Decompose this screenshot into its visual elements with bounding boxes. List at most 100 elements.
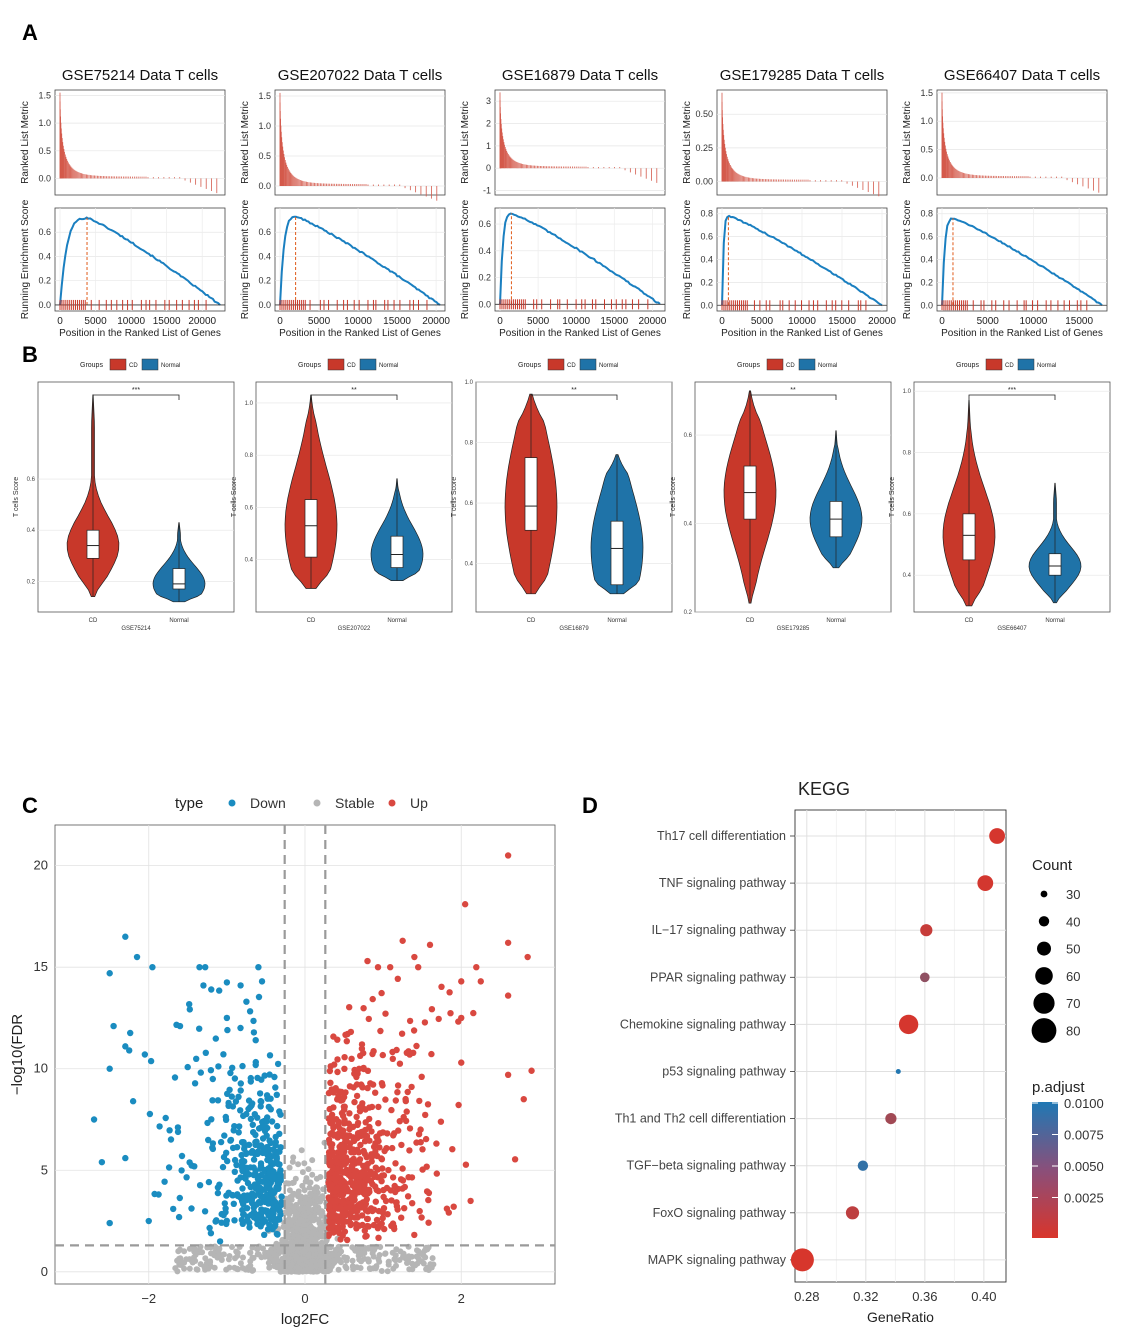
- stable-point: [299, 1182, 306, 1189]
- metric-tick-label: 3: [486, 96, 491, 106]
- stable-point: [282, 1209, 289, 1216]
- up-point: [428, 1006, 436, 1013]
- es-curve: [59, 216, 221, 306]
- stable-point: [299, 1227, 306, 1234]
- up-point: [370, 1221, 378, 1229]
- stable-point: [298, 1256, 305, 1263]
- up-point: [325, 1089, 333, 1097]
- metric-frame: [54, 89, 226, 196]
- up-point: [360, 1005, 367, 1012]
- up-point: [504, 852, 512, 859]
- legend-label-normal: Normal: [1037, 363, 1056, 369]
- stable-point: [307, 1199, 313, 1205]
- stable-point: [249, 1267, 256, 1274]
- count-legend-dot: [1031, 1018, 1057, 1043]
- up-point: [342, 1168, 349, 1175]
- metric-tick-label: 2: [486, 119, 491, 129]
- stable-point: [400, 1252, 407, 1259]
- stable-point: [240, 1254, 246, 1261]
- up-point: [433, 1170, 440, 1177]
- up-point: [369, 1081, 377, 1088]
- volcano-ylabel: −log10(FDR: [9, 1014, 26, 1095]
- signif-label: **: [790, 387, 796, 394]
- down-point: [239, 1062, 246, 1070]
- kegg-pathway-label: IL−17 signaling pathway: [652, 923, 787, 937]
- violin-category-label: CD: [89, 618, 98, 624]
- up-point: [385, 1166, 392, 1174]
- down-point: [272, 1084, 279, 1091]
- down-point: [106, 1219, 113, 1227]
- up-point: [340, 1199, 347, 1207]
- gsea-x-tick-label: 0: [497, 316, 503, 327]
- up-point: [524, 953, 531, 961]
- down-point: [225, 1099, 232, 1107]
- kegg-dot: [790, 1248, 814, 1272]
- down-point: [252, 1037, 259, 1044]
- stable-point: [312, 1193, 319, 1200]
- up-point: [403, 1108, 410, 1115]
- down-point: [257, 1188, 264, 1195]
- down-point: [257, 1213, 265, 1220]
- up-point: [410, 1027, 418, 1034]
- up-point: [363, 1215, 371, 1223]
- up-point: [354, 1202, 361, 1210]
- down-point: [221, 1132, 228, 1139]
- stable-point: [290, 1204, 297, 1211]
- up-point: [376, 1144, 383, 1151]
- down-point: [229, 1103, 237, 1110]
- metric-frame: [274, 89, 446, 196]
- stable-point: [406, 1266, 413, 1273]
- metric-tick-label: 0.5: [258, 151, 271, 161]
- down-point: [174, 1128, 182, 1136]
- signif-bracket: [530, 394, 618, 400]
- down-point: [178, 1167, 185, 1174]
- down-point: [165, 1164, 173, 1171]
- down-point: [122, 1154, 129, 1162]
- up-point: [378, 1220, 385, 1227]
- down-point: [278, 1193, 285, 1200]
- stable-point: [299, 1169, 306, 1176]
- stable-point: [293, 1237, 300, 1244]
- down-point: [217, 1138, 225, 1146]
- up-point: [390, 1132, 397, 1139]
- down-point: [276, 1161, 283, 1168]
- up-point: [387, 1187, 394, 1194]
- down-point: [249, 1121, 256, 1129]
- up-point: [379, 1051, 386, 1059]
- down-point: [252, 1131, 259, 1139]
- stable-point: [292, 1253, 299, 1260]
- stable-point: [186, 1245, 193, 1252]
- up-point: [365, 1015, 372, 1023]
- signif-label: **: [351, 387, 357, 394]
- volcano-legend-dot: [228, 799, 236, 807]
- metric-tick-label: 0.5: [38, 146, 51, 156]
- down-point: [237, 1107, 244, 1114]
- violin-ylabel: T cells Score: [231, 477, 238, 517]
- stable-point: [420, 1260, 427, 1267]
- down-point: [196, 964, 203, 971]
- gsea-x-tick-label: 15000: [1065, 316, 1093, 327]
- up-point: [394, 1206, 401, 1213]
- up-point: [356, 1156, 364, 1163]
- up-point: [458, 1059, 465, 1066]
- down-point: [273, 1185, 280, 1192]
- volcano-xlabel: log2FC: [281, 1311, 330, 1328]
- es-curve: [499, 212, 661, 305]
- stable-point: [177, 1246, 183, 1253]
- stable-point: [234, 1252, 241, 1259]
- down-point: [183, 1174, 190, 1181]
- up-point: [380, 1186, 387, 1194]
- up-point: [336, 1125, 344, 1133]
- stable-point: [301, 1212, 308, 1219]
- violin-frame: [37, 381, 235, 613]
- volcano-legend-dot: [388, 799, 396, 807]
- down-point: [264, 1179, 271, 1187]
- down-point: [257, 1162, 265, 1170]
- down-point: [127, 1029, 134, 1037]
- metric-tick-label: 0.5: [920, 145, 933, 155]
- signif-label: **: [571, 387, 577, 394]
- down-point: [237, 1024, 244, 1032]
- count-legend-dot: [1038, 916, 1050, 927]
- down-point: [133, 953, 141, 961]
- gsea-x-tick-label: 10000: [788, 316, 816, 327]
